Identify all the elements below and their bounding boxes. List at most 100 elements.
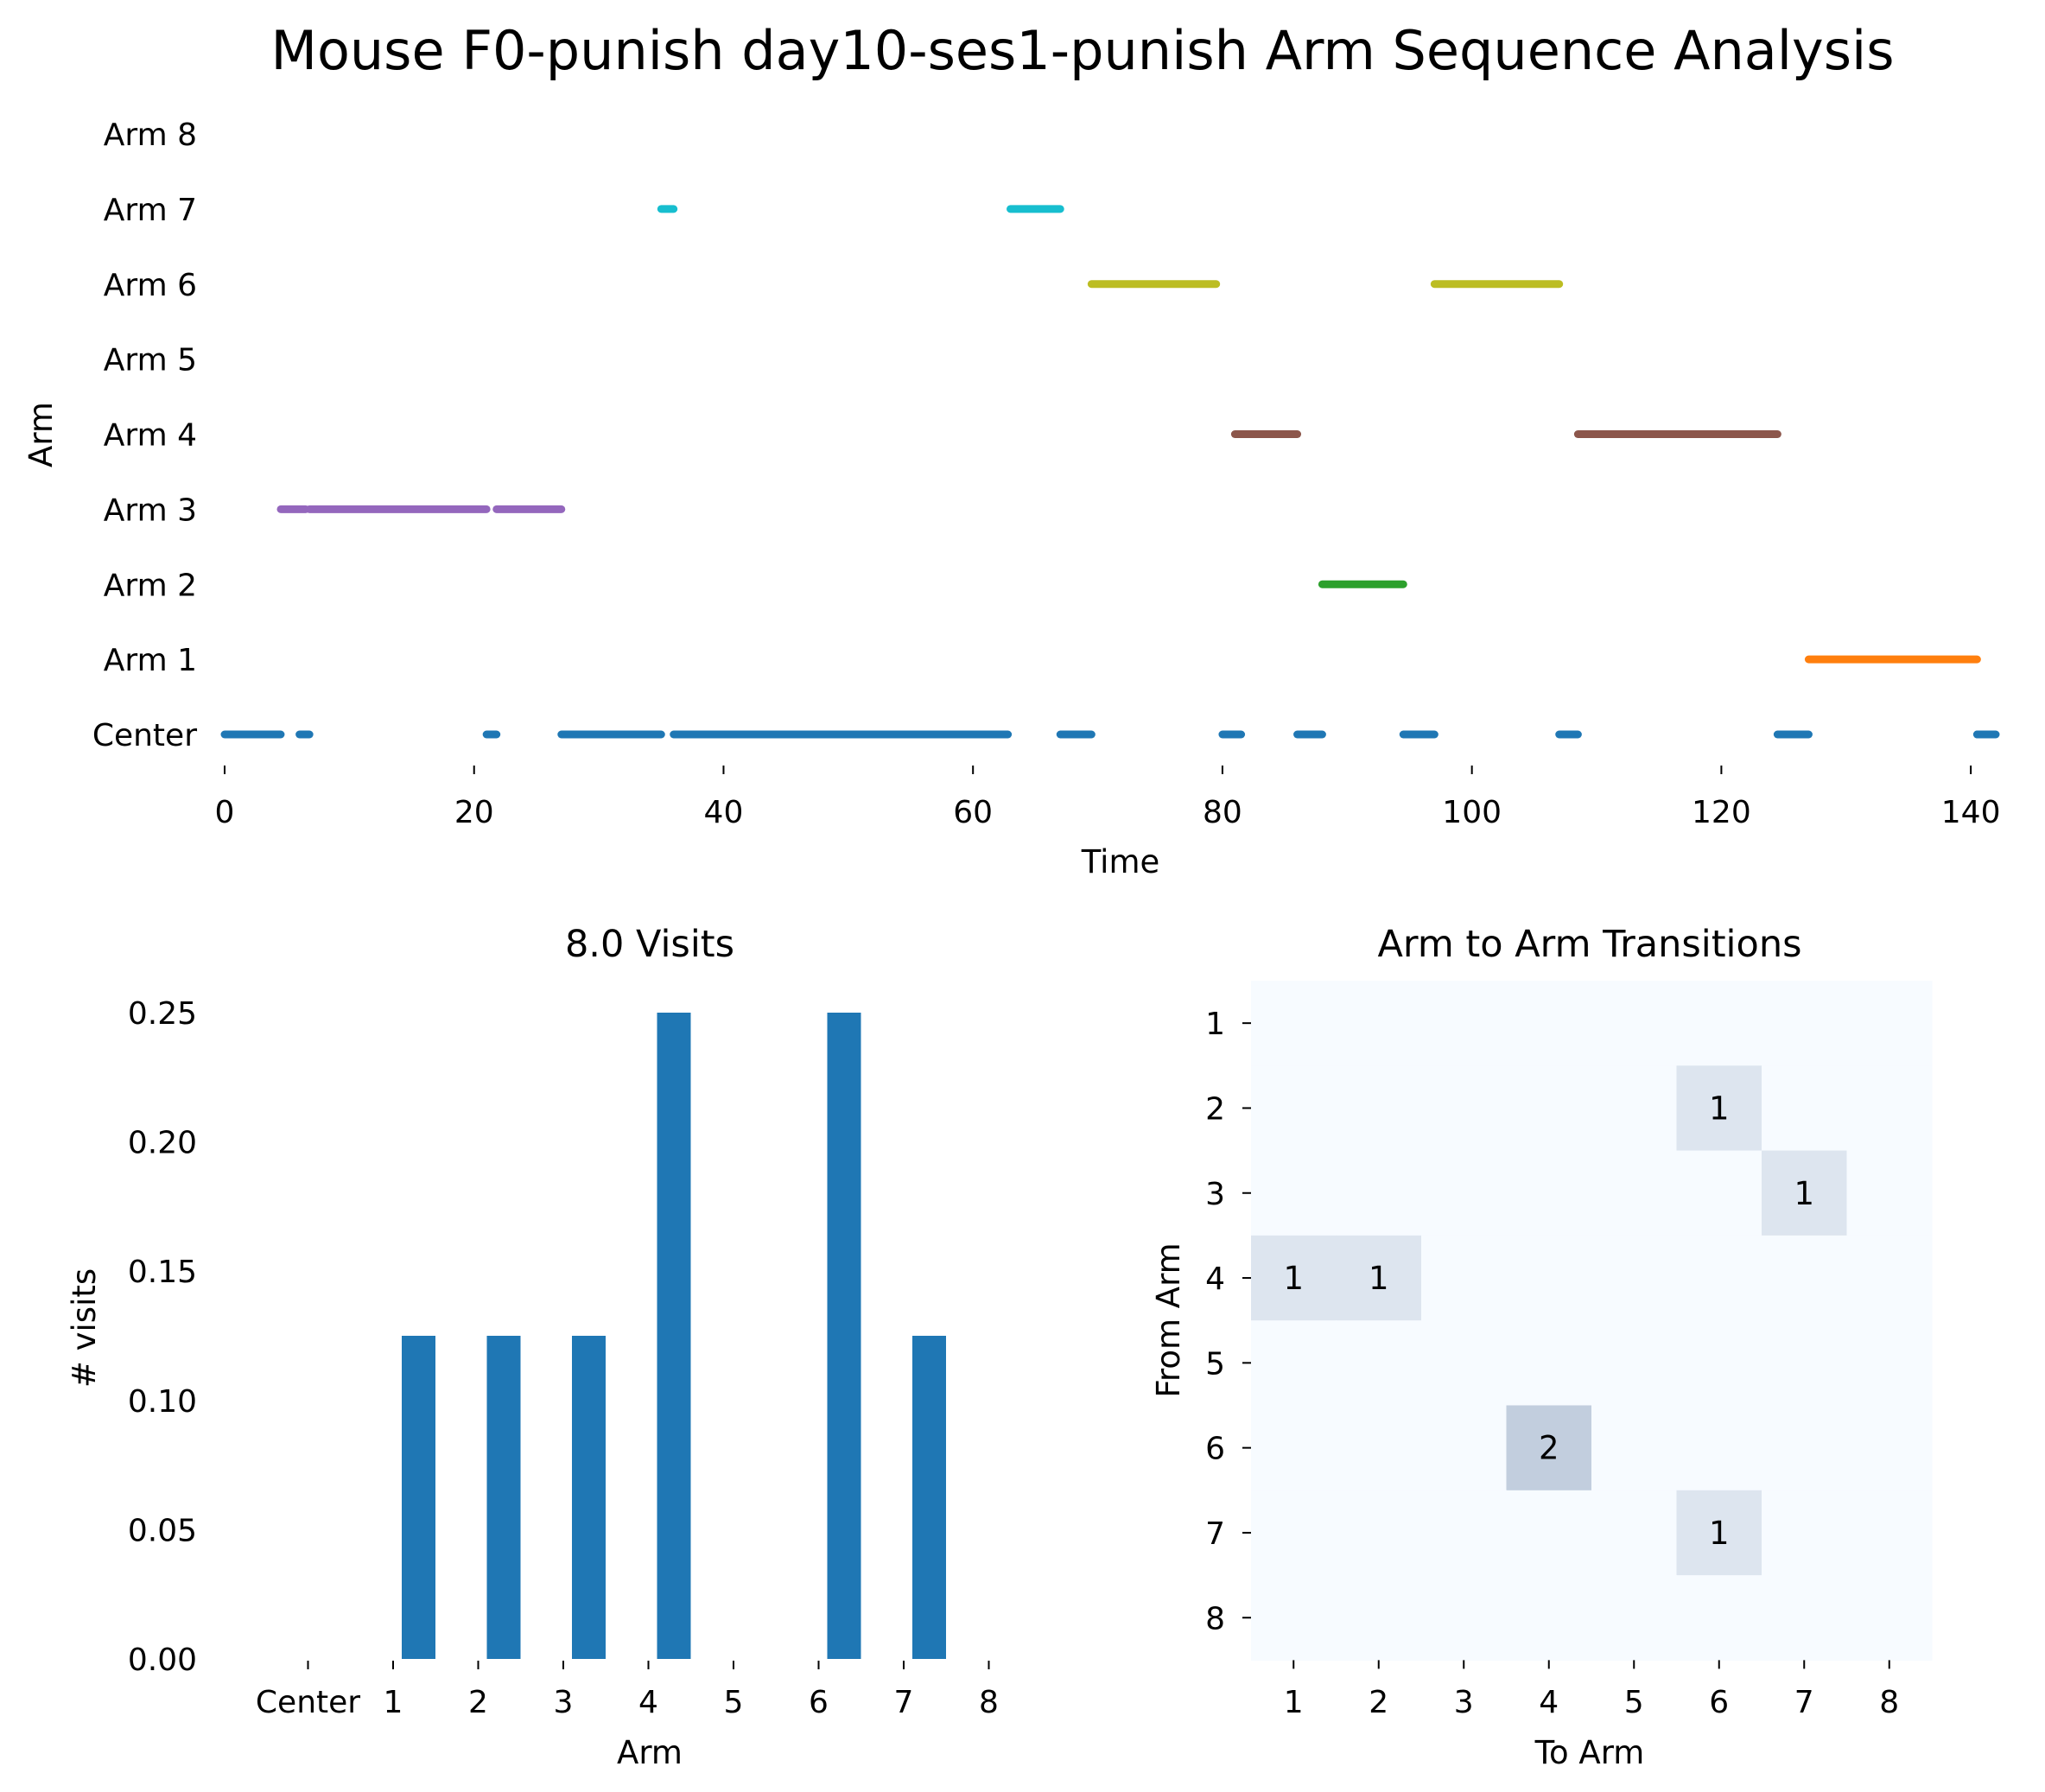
bar-x-tick-label: 1 bbox=[384, 1685, 403, 1720]
timeline-x-tick-label: 0 bbox=[215, 795, 235, 830]
heatmap-x-tick-label: 8 bbox=[1879, 1685, 1899, 1720]
heatmap-cell bbox=[1421, 1150, 1508, 1236]
heatmap-cell bbox=[1591, 1320, 1678, 1407]
heatmap-title: Arm to Arm Transitions bbox=[1378, 923, 1802, 966]
heatmap-cell bbox=[1336, 1575, 1422, 1661]
bar-x-tick-label: 8 bbox=[979, 1685, 999, 1720]
heatmap-y-tick-label: 3 bbox=[1205, 1177, 1225, 1212]
heatmap-cell bbox=[1591, 1150, 1678, 1236]
heatmap-cell bbox=[1251, 1150, 1337, 1236]
heatmap-cell bbox=[1676, 1405, 1762, 1491]
heatmap-y-tick-label: 5 bbox=[1205, 1346, 1225, 1382]
bar-x-tick-label: 2 bbox=[468, 1685, 488, 1720]
heatmap-cell bbox=[1336, 1320, 1422, 1407]
heatmap-cell bbox=[1506, 1405, 1592, 1491]
heatmap-cell bbox=[1251, 1235, 1337, 1321]
bar bbox=[657, 1013, 691, 1659]
timeline-y-tick-label: Arm 2 bbox=[104, 568, 197, 603]
timeline-segments bbox=[220, 205, 2000, 739]
timeline-y-axis-label: Arm bbox=[22, 402, 60, 467]
heatmap-cell bbox=[1506, 981, 1592, 1066]
heatmap-cell bbox=[1336, 1065, 1422, 1152]
heatmap-cell-label: 1 bbox=[1709, 1515, 1730, 1552]
heatmap-cell bbox=[1251, 1405, 1337, 1491]
heatmap-cell-label: 1 bbox=[1283, 1260, 1304, 1297]
bar bbox=[912, 1336, 946, 1659]
heatmap-cell bbox=[1506, 1575, 1592, 1661]
timeline-y-tick-label: Arm 3 bbox=[104, 492, 197, 528]
heatmap-cell bbox=[1336, 1150, 1422, 1236]
heatmap-cell bbox=[1421, 1405, 1508, 1491]
heatmap-y-tick-label: 7 bbox=[1205, 1516, 1225, 1552]
heatmap-cell bbox=[1336, 1235, 1422, 1321]
heatmap-cell bbox=[1676, 1320, 1762, 1407]
timeline-y-tick-label: Arm 4 bbox=[104, 418, 197, 454]
heatmap-cell bbox=[1676, 1235, 1762, 1321]
heatmap-cell bbox=[1762, 1405, 1848, 1491]
heatmap-cell bbox=[1251, 1065, 1337, 1152]
bar-x-tick-label: 7 bbox=[894, 1685, 914, 1720]
heatmap-cell bbox=[1421, 1490, 1508, 1576]
heatmap-y-tick-label: 1 bbox=[1205, 1007, 1225, 1042]
heatmap-cell bbox=[1506, 1065, 1592, 1152]
timeline-x-tick-label: 140 bbox=[1941, 795, 2001, 830]
timeline-x-tick-label: 20 bbox=[454, 795, 494, 830]
heatmap-cell bbox=[1421, 1575, 1508, 1661]
heatmap-x-tick-label: 6 bbox=[1709, 1685, 1729, 1720]
bar-x-tick-label: Center bbox=[256, 1685, 360, 1720]
timeline-y-tick-label: Arm 5 bbox=[104, 343, 197, 378]
timeline-x-tick-label: 100 bbox=[1442, 795, 1502, 830]
heatmap-cell bbox=[1846, 1575, 1933, 1661]
bar bbox=[486, 1336, 521, 1659]
figure-title: Mouse F0-punish day10-ses1-punish Arm Se… bbox=[270, 19, 1894, 82]
bar-y-ticks: 0.00 0.05 0.10 0.15 0.20 0.25 bbox=[128, 996, 197, 1678]
heatmap-cell bbox=[1846, 1065, 1933, 1152]
heatmap-y-tick-label: 2 bbox=[1205, 1091, 1225, 1127]
arm-timeline-chart: 0 20 40 60 80 100 120 140 Center Arm 1 Arm 2 Arm 3… bbox=[22, 118, 2000, 880]
bar-y-tick-label: 0.05 bbox=[128, 1513, 197, 1548]
heatmap-cell bbox=[1336, 1405, 1422, 1491]
bar-y-tick-label: 0.00 bbox=[128, 1643, 197, 1678]
heatmap-cell bbox=[1846, 981, 1933, 1066]
bar-y-axis-label: # visits bbox=[66, 1268, 103, 1388]
heatmap-cell bbox=[1421, 1235, 1508, 1321]
timeline-x-tick-label: 40 bbox=[704, 795, 744, 830]
heatmap-cell bbox=[1591, 1490, 1678, 1576]
heatmap-cell bbox=[1846, 1320, 1933, 1407]
bar-y-tick-label: 0.25 bbox=[128, 996, 197, 1032]
heatmap-cell bbox=[1762, 1320, 1848, 1407]
heatmap-x-tick-label: 2 bbox=[1369, 1685, 1388, 1720]
heatmap-cell bbox=[1421, 981, 1508, 1066]
heatmap-cell bbox=[1762, 1235, 1848, 1321]
heatmap-cell bbox=[1421, 1320, 1508, 1407]
heatmap-cell bbox=[1591, 1235, 1678, 1321]
timeline-x-axis-label: Time bbox=[1081, 843, 1160, 880]
heatmap-cell bbox=[1762, 1490, 1848, 1576]
heatmap-cell bbox=[1676, 1575, 1762, 1661]
bar bbox=[402, 1336, 435, 1659]
timeline-y-tick-label: Arm 8 bbox=[104, 118, 197, 153]
heatmap-cell bbox=[1762, 1575, 1848, 1661]
heatmap-y-axis-label: From Arm bbox=[1150, 1242, 1187, 1397]
bar-x-tick-label: 3 bbox=[554, 1685, 574, 1720]
heatmap-cell bbox=[1591, 1065, 1678, 1152]
bar bbox=[827, 1013, 861, 1659]
heatmap-cell bbox=[1251, 1575, 1337, 1661]
heatmap-cell-label: 1 bbox=[1709, 1090, 1730, 1127]
heatmap-cell bbox=[1762, 981, 1848, 1066]
heatmap-y-tick-label: 6 bbox=[1205, 1432, 1225, 1467]
heatmap-x-ticks: 1 2 3 4 5 6 7 8 bbox=[1284, 1660, 1899, 1720]
heatmap-cell bbox=[1846, 1405, 1933, 1491]
heatmap-y-tick-label: 4 bbox=[1205, 1261, 1225, 1297]
bar-x-ticks: Center 1 2 3 4 5 6 7 8 bbox=[256, 1661, 999, 1720]
heatmap-cell bbox=[1336, 981, 1422, 1066]
timeline-x-ticks: 0 20 40 60 80 100 120 140 bbox=[215, 766, 2001, 830]
timeline-y-tick-label: Arm 7 bbox=[104, 193, 197, 228]
heatmap-cell bbox=[1676, 1490, 1762, 1576]
timeline-y-tick-label: Arm 1 bbox=[104, 643, 197, 678]
bar-y-tick-label: 0.10 bbox=[128, 1384, 197, 1420]
heatmap-x-tick-label: 1 bbox=[1284, 1685, 1304, 1720]
timeline-x-tick-label: 80 bbox=[1203, 795, 1242, 830]
transition-heatmap: Arm to Arm Transitions 1 1 1 1 2 1 1 2 3 4 5 6 7 8 1… bbox=[1150, 923, 1933, 1771]
heatmap-cell bbox=[1506, 1490, 1592, 1576]
